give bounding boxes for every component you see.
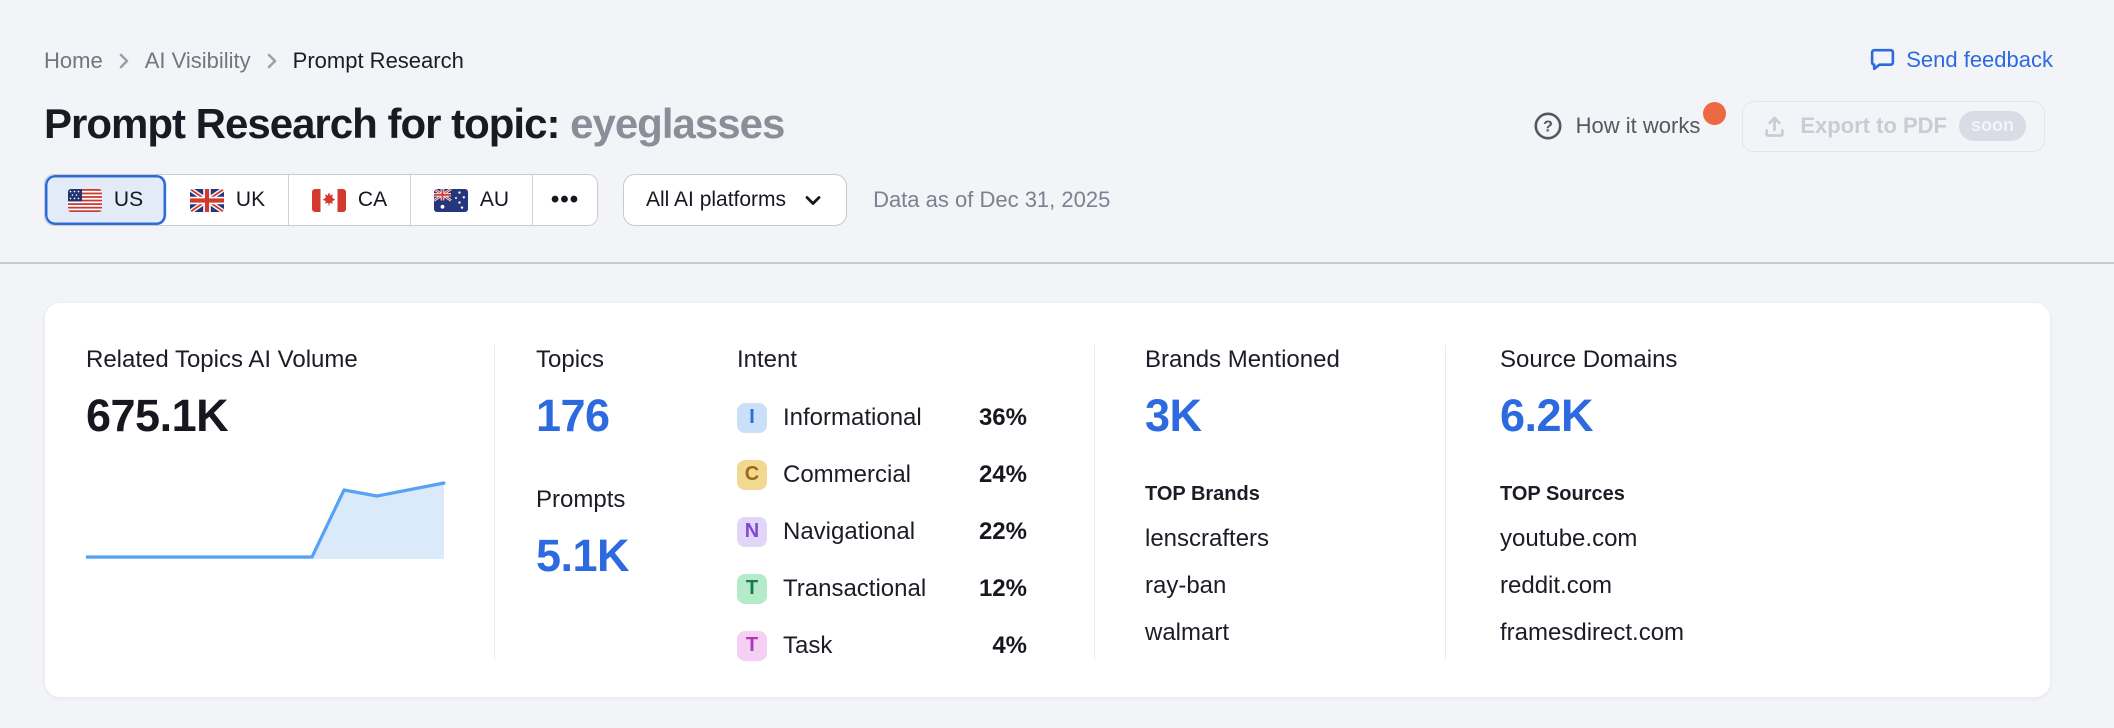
related-topics-section: Related Topics AI Volume 675.1K (45, 303, 494, 697)
source-domains-value: 6.2K (1500, 390, 1594, 441)
country-tab-label: CA (357, 188, 388, 211)
intent-name: Task (783, 631, 833, 659)
filters-row: US UK CA (44, 174, 1110, 226)
source-item: framesdirect.com (1500, 619, 1685, 646)
intent-pct: 4% (992, 631, 1027, 659)
chevron-right-icon (265, 53, 279, 69)
intent-row-informational: I Informational 36% (737, 389, 1027, 446)
source-item: reddit.com (1500, 572, 1613, 599)
top-sources-label: TOP Sources (1500, 483, 1625, 505)
country-tabs: US UK CA (44, 174, 598, 226)
related-topics-value: 675.1K (86, 390, 229, 441)
topics-prompts-section: Topics 176 Prompts 5.1K (495, 303, 737, 697)
sources-section: Source Domains 6.2K TOP Sources youtube.… (1446, 303, 2050, 697)
notification-dot (1703, 101, 1727, 125)
source-domains-label: Source Domains (1500, 346, 1678, 373)
data-as-of-label: Data as of Dec 31, 2025 (873, 187, 1111, 212)
au-flag-icon (433, 188, 468, 212)
card-divider (1094, 345, 1095, 659)
send-feedback-label: Send feedback (1906, 46, 2053, 72)
intent-row-commercial: C Commercial 24% (737, 446, 1027, 503)
export-to-pdf-label: Export to PDF (1800, 113, 1947, 138)
brand-item: lenscrafters (1145, 525, 1270, 552)
breadcrumb-home[interactable]: Home (44, 48, 103, 73)
intent-badge-0: I (737, 402, 767, 433)
country-tab-label: UK (235, 188, 266, 211)
sparkline-fill (86, 483, 444, 559)
intent-badge-1: C (737, 459, 767, 490)
intent-pct: 22% (978, 517, 1027, 545)
more-dots-icon: ••• (550, 186, 580, 213)
ai-volume-sparkline (86, 481, 446, 559)
sparkline-line (86, 481, 446, 559)
uk-flag-icon (189, 188, 224, 212)
country-tab-uk[interactable]: UK (167, 175, 289, 225)
country-tab-ca[interactable]: CA (289, 175, 411, 225)
country-tab-label: AU (479, 188, 510, 211)
prompts-value: 5.1K (536, 530, 630, 581)
breadcrumb-ai-visibility[interactable]: AI Visibility (144, 48, 251, 73)
header-actions: ? How it works Export to PDF soon (1533, 100, 2045, 152)
brand-item: ray-ban (1145, 572, 1227, 599)
more-countries-button[interactable]: ••• (533, 175, 597, 225)
upload-icon (1761, 113, 1788, 140)
intent-badge-3: T (737, 573, 767, 604)
page-header: Home AI Visibility Prompt Research Send … (0, 0, 2114, 264)
country-tab-label: US (113, 188, 144, 211)
ca-flag-icon (311, 188, 346, 212)
ai-platforms-dropdown[interactable]: All AI platforms (623, 174, 848, 226)
brand-item: walmart (1145, 619, 1230, 646)
how-it-works-label: How it works (1575, 113, 1701, 138)
us-flag-icon (67, 188, 102, 212)
related-topics-label: Related Topics AI Volume (86, 346, 358, 373)
intent-badge-4: T (737, 630, 767, 661)
card-divider (1445, 345, 1446, 659)
brands-section: Brands Mentioned 3K TOP Brands lenscraft… (1095, 303, 1445, 697)
send-feedback-link[interactable]: Send feedback (1869, 46, 2053, 73)
top-brands-label: TOP Brands (1145, 483, 1260, 505)
intent-name: Navigational (783, 517, 916, 545)
export-to-pdf-button[interactable]: Export to PDF soon (1742, 100, 2045, 152)
chevron-down-icon (802, 189, 824, 211)
intent-badge-2: N (737, 516, 767, 547)
intent-pct: 12% (978, 574, 1027, 602)
country-tab-au[interactable]: AU (411, 175, 533, 225)
topics-value: 176 (536, 390, 610, 441)
intent-pct: 24% (978, 460, 1027, 488)
country-tab-us[interactable]: US (45, 175, 167, 225)
breadcrumb: Home AI Visibility Prompt Research (44, 48, 464, 74)
soon-badge: soon (1959, 111, 2026, 141)
page-title-prefix: Prompt Research for topic: (44, 100, 560, 147)
topics-label: Topics (536, 346, 605, 373)
intent-row-navigational: N Navigational 22% (737, 503, 1027, 560)
intent-name: Informational (783, 403, 922, 431)
breadcrumb-current: Prompt Research (292, 48, 464, 73)
intent-label: Intent (737, 346, 798, 373)
top-sources-list: youtube.com reddit.com framesdirect.com (1500, 515, 2050, 656)
question-circle-icon: ? (1533, 111, 1563, 141)
chevron-right-icon (117, 53, 131, 69)
intent-name: Transactional (783, 574, 927, 602)
overview-card: Related Topics AI Volume 675.1K Topics 1… (44, 302, 2051, 698)
page-title-topic: eyeglasses (570, 100, 785, 147)
prompts-label: Prompts (536, 486, 626, 513)
intent-row-task: T Task 4% (737, 617, 1027, 674)
intent-pct: 36% (978, 403, 1027, 431)
source-item: youtube.com (1500, 525, 1638, 552)
intent-row-transactional: T Transactional 12% (737, 560, 1027, 617)
ai-platforms-dropdown-value: All AI platforms (646, 188, 787, 211)
how-it-works-button[interactable]: ? How it works (1533, 111, 1701, 141)
intent-section: Intent I Informational 36% C Commercial … (737, 303, 1094, 697)
brands-mentioned-value: 3K (1145, 390, 1202, 441)
intent-name: Commercial (783, 460, 912, 488)
page-title: Prompt Research for topic: eyeglasses (44, 100, 785, 148)
brands-mentioned-label: Brands Mentioned (1145, 346, 1340, 373)
intent-list: I Informational 36% C Commercial 24% N N… (737, 389, 1027, 674)
svg-text:?: ? (1543, 119, 1553, 136)
card-divider (494, 345, 495, 659)
top-brands-list: lenscrafters ray-ban walmart (1145, 515, 1445, 656)
feedback-bubble-icon (1869, 46, 1896, 73)
